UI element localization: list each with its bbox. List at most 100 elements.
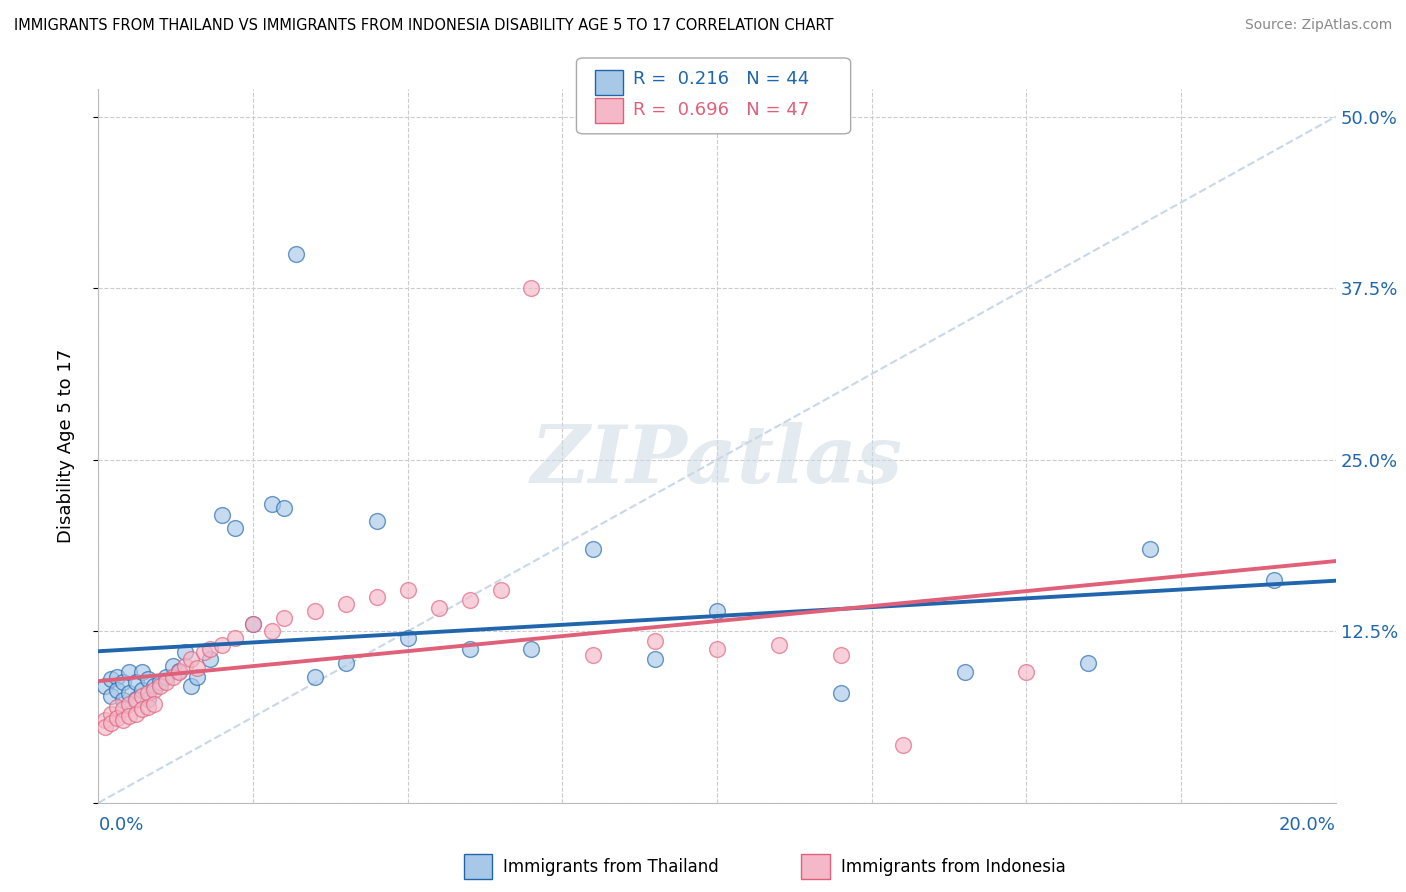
Point — [124, 691, 146, 706]
Point — [124, 675, 146, 690]
Point — [458, 642, 481, 657]
Text: 0.0%: 0.0% — [98, 816, 143, 834]
Point — [427, 601, 450, 615]
Point — [582, 541, 605, 556]
Point — [167, 664, 190, 678]
Point — [112, 714, 135, 728]
Text: ZIPatlas: ZIPatlas — [531, 422, 903, 499]
Point — [118, 709, 141, 723]
Point — [242, 617, 264, 632]
Point — [162, 669, 184, 683]
Point — [582, 648, 605, 662]
Text: Source: ZipAtlas.com: Source: ZipAtlas.com — [1244, 18, 1392, 32]
Point — [131, 689, 153, 703]
Point — [830, 648, 852, 662]
Point — [174, 658, 197, 673]
Point — [124, 693, 146, 707]
Point — [105, 711, 128, 725]
Point — [136, 691, 159, 706]
Point — [260, 624, 283, 639]
Point — [520, 642, 543, 657]
Point — [198, 642, 221, 657]
Point — [830, 686, 852, 700]
Point — [143, 683, 166, 698]
Point — [124, 706, 146, 721]
Text: Immigrants from Thailand: Immigrants from Thailand — [503, 858, 718, 876]
Y-axis label: Disability Age 5 to 17: Disability Age 5 to 17 — [56, 349, 75, 543]
Point — [93, 714, 115, 728]
Point — [186, 669, 208, 683]
Point — [1139, 541, 1161, 556]
Point — [93, 720, 115, 734]
Point — [1077, 656, 1099, 670]
Point — [118, 697, 141, 711]
Point — [273, 610, 295, 624]
Text: Immigrants from Indonesia: Immigrants from Indonesia — [841, 858, 1066, 876]
Point — [335, 597, 357, 611]
Point — [768, 638, 790, 652]
Point — [242, 617, 264, 632]
Point — [93, 679, 115, 693]
Point — [304, 669, 326, 683]
Point — [149, 679, 172, 693]
Point — [1263, 574, 1285, 588]
Point — [193, 645, 215, 659]
Point — [644, 651, 666, 665]
Point — [285, 247, 308, 261]
Point — [891, 738, 914, 752]
Point — [100, 689, 122, 703]
Point — [366, 515, 388, 529]
Point — [644, 633, 666, 648]
Point — [211, 508, 233, 522]
Point — [396, 631, 419, 645]
Point — [174, 645, 197, 659]
Point — [112, 693, 135, 707]
Point — [953, 665, 976, 680]
Point — [520, 281, 543, 295]
Point — [105, 669, 128, 683]
Point — [458, 592, 481, 607]
Text: 20.0%: 20.0% — [1279, 816, 1336, 834]
Point — [273, 500, 295, 515]
Point — [396, 583, 419, 598]
Point — [136, 673, 159, 687]
Point — [131, 702, 153, 716]
Point — [224, 631, 246, 645]
Point — [155, 669, 177, 683]
Point — [366, 590, 388, 604]
Point — [112, 675, 135, 690]
Point — [136, 686, 159, 700]
Point — [131, 683, 153, 698]
Point — [198, 651, 221, 665]
Point — [105, 699, 128, 714]
Point — [143, 697, 166, 711]
Point — [304, 604, 326, 618]
Text: IMMIGRANTS FROM THAILAND VS IMMIGRANTS FROM INDONESIA DISABILITY AGE 5 TO 17 COR: IMMIGRANTS FROM THAILAND VS IMMIGRANTS F… — [14, 18, 834, 33]
Point — [100, 673, 122, 687]
Point — [224, 521, 246, 535]
Point — [118, 665, 141, 680]
Point — [335, 656, 357, 670]
Point — [489, 583, 512, 598]
Point — [149, 675, 172, 690]
Point — [105, 683, 128, 698]
Point — [136, 699, 159, 714]
Point — [100, 716, 122, 731]
Point — [180, 679, 202, 693]
Point — [143, 679, 166, 693]
Point — [131, 665, 153, 680]
Text: R =  0.216   N = 44: R = 0.216 N = 44 — [633, 70, 808, 88]
Point — [211, 638, 233, 652]
Point — [118, 686, 141, 700]
Point — [180, 651, 202, 665]
Point — [260, 497, 283, 511]
Point — [706, 642, 728, 657]
Point — [186, 661, 208, 675]
Point — [167, 665, 190, 680]
Point — [100, 706, 122, 721]
Point — [112, 702, 135, 716]
Point — [1015, 665, 1038, 680]
Point — [155, 675, 177, 690]
Point — [706, 604, 728, 618]
Point — [162, 658, 184, 673]
